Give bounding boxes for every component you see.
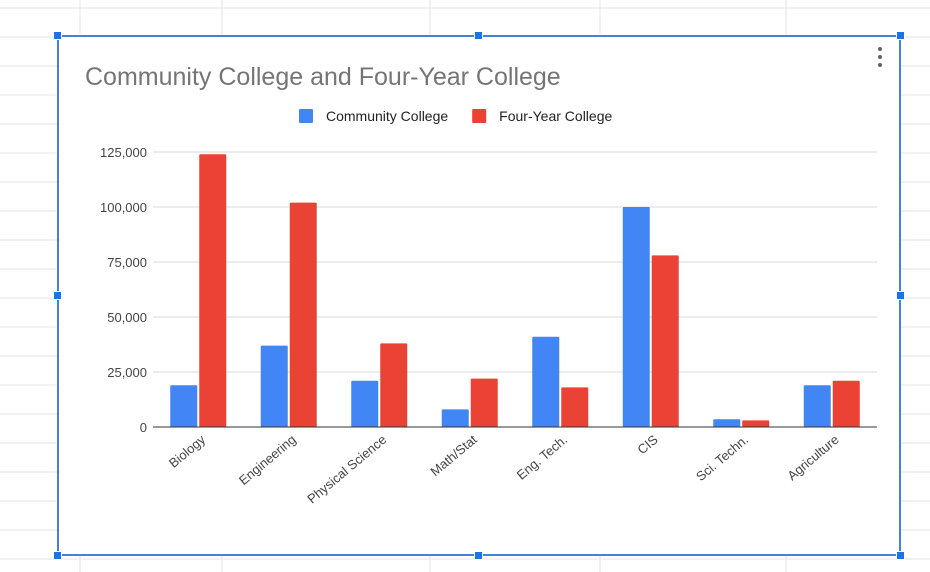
- y-axis-ticks: 0 25,000 50,000 75,000 100,000 125,000: [100, 145, 147, 435]
- y-tick-label: 50,000: [107, 310, 147, 325]
- x-tick-label: Agriculture: [784, 432, 841, 483]
- legend-label: Community College: [326, 108, 448, 124]
- resize-handle-top-center[interactable]: [474, 31, 483, 40]
- x-axis-labels: Biology Engineering Physical Science Math/S…: [166, 431, 842, 506]
- chart-svg: Community College and Four-Year College …: [85, 63, 877, 506]
- bar-community-college[interactable]: [622, 207, 650, 427]
- bar-four-year-college[interactable]: [832, 380, 860, 427]
- x-tick-label: Engineering: [236, 432, 299, 488]
- bar-community-college[interactable]: [260, 345, 288, 427]
- y-tick-label: 100,000: [100, 200, 147, 215]
- bar-four-year-college[interactable]: [380, 343, 408, 427]
- y-tick-label: 125,000: [100, 145, 147, 160]
- bars: [170, 154, 860, 427]
- resize-handle-bottom-center[interactable]: [474, 551, 483, 560]
- resize-handle-top-right[interactable]: [896, 31, 905, 40]
- legend-swatch: [472, 109, 487, 123]
- bar-community-college[interactable]: [351, 380, 379, 427]
- y-tick-label: 0: [140, 420, 147, 435]
- bar-community-college[interactable]: [170, 385, 198, 427]
- x-tick-label: Sci. Techn.: [693, 432, 751, 484]
- more-vert-icon[interactable]: [872, 44, 888, 72]
- bar-four-year-college[interactable]: [470, 378, 498, 427]
- bar-four-year-college[interactable]: [742, 420, 770, 427]
- y-tick-label: 75,000: [107, 255, 147, 270]
- bar-four-year-college[interactable]: [289, 202, 317, 427]
- chart-title: Community College and Four-Year College: [85, 63, 561, 91]
- resize-handle-bottom-right[interactable]: [896, 551, 905, 560]
- bar-community-college[interactable]: [441, 409, 469, 427]
- resize-handle-middle-left[interactable]: [53, 291, 62, 300]
- gridlines: [153, 151, 877, 373]
- bar-community-college[interactable]: [803, 385, 831, 427]
- x-tick-label: Math/Stat: [427, 432, 480, 480]
- resize-handle-top-left[interactable]: [53, 31, 62, 40]
- menu-dot: [878, 55, 882, 59]
- bar-community-college[interactable]: [532, 336, 560, 427]
- resize-handle-bottom-left[interactable]: [53, 551, 62, 560]
- resize-handle-middle-right[interactable]: [896, 291, 905, 300]
- chart-container[interactable]: Community College and Four-Year College …: [57, 35, 901, 556]
- bar-four-year-college[interactable]: [651, 255, 679, 427]
- x-tick-label: CIS: [634, 432, 660, 458]
- menu-dot: [878, 47, 882, 51]
- menu-dot: [878, 63, 882, 67]
- bar-community-college[interactable]: [713, 419, 741, 427]
- bar-four-year-college[interactable]: [199, 154, 227, 427]
- x-tick-label: Eng. Tech.: [514, 432, 571, 483]
- legend-label: Four-Year College: [499, 108, 612, 124]
- x-tick-label: Biology: [166, 431, 209, 470]
- bar-four-year-college[interactable]: [561, 387, 589, 427]
- x-tick-label: Physical Science: [304, 432, 389, 507]
- y-tick-label: 25,000: [107, 365, 147, 380]
- legend-swatch: [299, 109, 313, 123]
- legend: Community College Four-Year College: [299, 108, 612, 124]
